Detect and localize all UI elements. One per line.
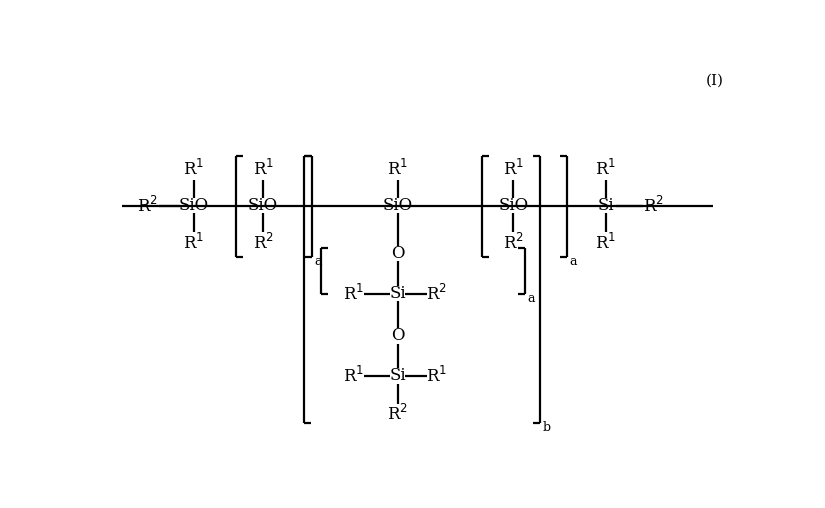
Text: R$^{1}$: R$^{1}$	[502, 158, 524, 179]
Text: (I): (I)	[706, 74, 724, 88]
Text: R$^{1}$: R$^{1}$	[252, 158, 274, 179]
Text: a: a	[569, 256, 578, 268]
Text: O: O	[391, 245, 404, 262]
Text: SiO: SiO	[248, 197, 278, 214]
Text: a: a	[527, 293, 535, 305]
Text: SiO: SiO	[383, 197, 412, 214]
Text: R$^{1}$: R$^{1}$	[595, 158, 616, 179]
Text: R$^{1}$: R$^{1}$	[342, 283, 364, 304]
Text: R$^{2}$: R$^{2}$	[426, 283, 447, 304]
Text: R$^{1}$: R$^{1}$	[595, 233, 616, 253]
Text: SiO: SiO	[498, 197, 528, 214]
Text: R$^{1}$: R$^{1}$	[387, 158, 408, 179]
Text: R$^{1}$: R$^{1}$	[183, 233, 205, 253]
Text: R$^{1}$: R$^{1}$	[183, 158, 205, 179]
Text: a: a	[314, 256, 322, 268]
Text: R$^{1}$: R$^{1}$	[342, 366, 364, 386]
Text: R$^{1}$: R$^{1}$	[426, 366, 447, 386]
Text: Si: Si	[597, 197, 614, 214]
Text: R$^{2}$: R$^{2}$	[502, 233, 524, 253]
Text: SiO: SiO	[179, 197, 209, 214]
Text: Si: Si	[389, 367, 406, 385]
Text: R$^{2}$: R$^{2}$	[643, 196, 664, 216]
Text: Si: Si	[389, 285, 406, 302]
Text: R$^{2}$: R$^{2}$	[137, 196, 158, 216]
Text: b: b	[542, 421, 550, 434]
Text: R$^{2}$: R$^{2}$	[387, 404, 408, 425]
Text: R$^{2}$: R$^{2}$	[252, 233, 274, 253]
Text: O: O	[391, 327, 404, 344]
